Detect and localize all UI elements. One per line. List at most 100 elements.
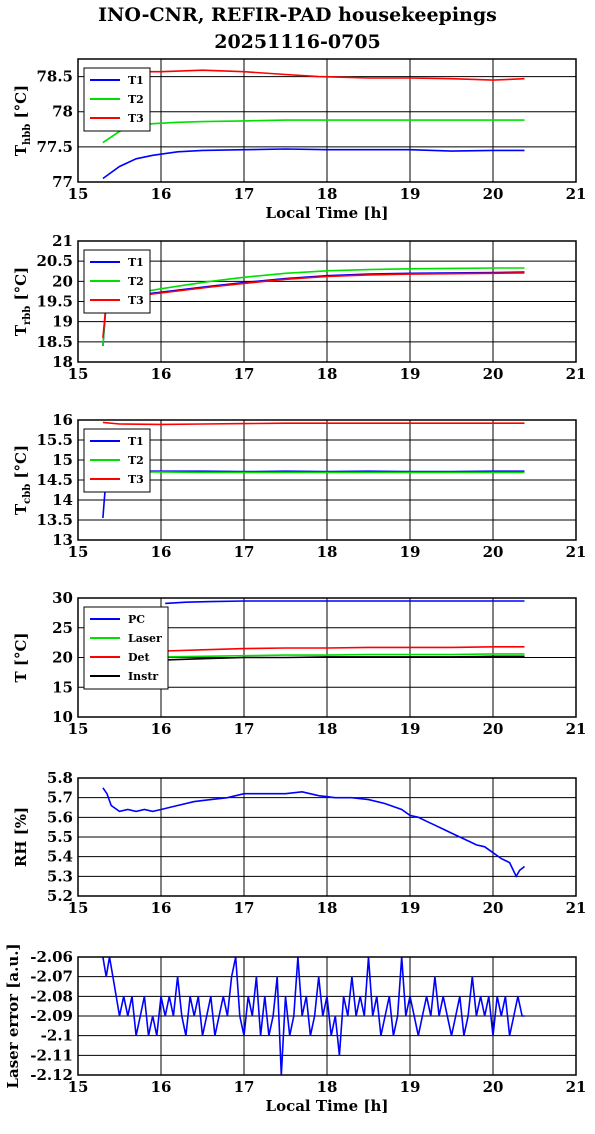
- y-tick-label: -2.07: [30, 968, 73, 986]
- title-line-1: INO-CNR, REFIR-PAD housekeepings: [98, 4, 497, 26]
- series-group: [165, 600, 525, 661]
- series-line-t3: [102, 421, 525, 426]
- x-tick-label: 15: [68, 1078, 89, 1096]
- legend-label: T2: [128, 93, 144, 106]
- x-tick-label: 15: [68, 365, 89, 383]
- y-tick-label: 16: [52, 411, 73, 429]
- grid: [77, 240, 577, 363]
- x-tick-label: 20: [483, 720, 504, 738]
- y-tick-label: 13: [52, 531, 73, 549]
- y-tick-label: 20: [52, 649, 73, 667]
- y-tick-label: 18.5: [36, 333, 73, 351]
- x-tick-label: 18: [317, 543, 338, 561]
- y-tick-label: 5.4: [47, 848, 73, 866]
- y-tick-label: 77: [52, 173, 73, 191]
- x-axis-label: Local Time [h]: [266, 1097, 389, 1115]
- legend-label: Det: [128, 651, 151, 664]
- x-tick-label: 16: [151, 185, 172, 203]
- series-line-t2: [102, 119, 525, 144]
- y-tick-label: 21: [52, 232, 73, 250]
- legend-label: T3: [128, 473, 144, 486]
- plot-frame: [77, 240, 577, 363]
- x-tick-label: 17: [234, 720, 255, 738]
- plot-frame: [77, 597, 577, 718]
- legend-label: T2: [128, 275, 144, 288]
- chart-panel-6: 15 16 17 18 19 20 21-2.12-2.11-2.1-2.09-2.08-2…: [4, 943, 586, 1115]
- series-line-t3: [102, 69, 525, 81]
- x-tick-label: 15: [68, 720, 89, 738]
- y-tick-label: 19: [52, 313, 73, 331]
- series-line-t2: [102, 267, 525, 346]
- page-title: INO-CNR, REFIR-PAD housekeepings 2025111…: [0, 2, 595, 56]
- series-line-t2: [102, 471, 525, 485]
- y-tick-label: 30: [52, 589, 73, 607]
- legend-label: T3: [128, 112, 144, 125]
- legend: T1 T2 T3: [83, 249, 151, 314]
- x-tick-label: 20: [483, 365, 504, 383]
- y-tick-label: 5.7: [47, 789, 73, 807]
- series-group: [102, 957, 525, 1075]
- y-tick-label: 25: [52, 619, 73, 637]
- y-tick-label: 13.5: [36, 511, 73, 529]
- series-line-t1: [102, 271, 525, 346]
- x-tick-label: 19: [400, 365, 421, 383]
- legend: PC Laser Det Instr: [83, 606, 169, 690]
- plot-frame: [77, 58, 577, 183]
- x-tick-label: 16: [151, 1078, 172, 1096]
- y-tick-label: 15: [52, 678, 73, 696]
- x-axis-label: Local Time [h]: [266, 204, 389, 222]
- x-tick-label: 20: [483, 1078, 504, 1096]
- x-tick-label: 21: [566, 1078, 587, 1096]
- x-tick-label: 19: [400, 1078, 421, 1096]
- series-group: [102, 267, 525, 346]
- y-tick-label: 5.3: [47, 867, 73, 885]
- x-tick-label: 18: [317, 365, 338, 383]
- y-tick-label: 15: [52, 451, 73, 469]
- y-tick-label: 5.5: [47, 828, 73, 846]
- x-tick-label: 21: [566, 365, 587, 383]
- series-line-laser: [165, 653, 525, 658]
- chart-panel-1: 15 16 17 18 19 20 21 77 77.5 78 78.5 Local Time [h]…: [12, 58, 587, 222]
- x-tick-label: 17: [234, 899, 255, 917]
- x-tick-label: 16: [151, 365, 172, 383]
- plot-frame: [77, 956, 577, 1076]
- series-group: [102, 69, 525, 180]
- y-tick-label: 15.5: [36, 431, 73, 449]
- x-tick-label: 17: [234, 543, 255, 561]
- y-tick-label: 14.5: [36, 471, 73, 489]
- grid: [77, 419, 577, 541]
- y-tick-label: 19.5: [36, 293, 73, 311]
- y-tick-label: 20.5: [36, 252, 73, 270]
- y-axis-label: Tcbb [°C]: [12, 445, 33, 515]
- x-tick-label: 18: [317, 899, 338, 917]
- x-tick-label: 16: [151, 899, 172, 917]
- series-line-det: [165, 645, 525, 652]
- title-line-2: 20251116-0705: [214, 31, 381, 53]
- x-tick-label: 16: [151, 720, 172, 738]
- x-tick-label: 20: [483, 899, 504, 917]
- y-tick-label: 77.5: [36, 138, 73, 156]
- y-tick-label: -2.09: [30, 1007, 73, 1025]
- x-tick-label: 21: [566, 185, 587, 203]
- chart-panel-5: 15 16 17 18 19 20 21 5.2 5.35.4 5.5 5.65.7 5.8 RH [%…: [12, 769, 586, 917]
- series-group: [102, 787, 525, 879]
- y-axis-label: T [°C]: [12, 632, 30, 682]
- series-line-1: [102, 957, 525, 1075]
- y-tick-label: 78: [52, 103, 73, 121]
- y-tick-label: -2.1: [41, 1027, 73, 1045]
- y-axis-label: RH [%]: [12, 807, 30, 867]
- legend-label: Instr: [128, 670, 158, 683]
- plot-frame: [77, 777, 577, 897]
- y-tick-label: 5.2: [47, 887, 73, 905]
- y-tick-label: 10: [52, 708, 73, 726]
- legend-label: Laser: [128, 632, 162, 645]
- x-tick-label: 20: [483, 185, 504, 203]
- legend: T1 T2 T3: [83, 428, 151, 493]
- x-tick-label: 15: [68, 899, 89, 917]
- series-line-instr: [165, 655, 525, 661]
- legend-label: T1: [128, 74, 144, 87]
- plot-frame: [77, 419, 577, 541]
- series-line-t1: [102, 470, 525, 519]
